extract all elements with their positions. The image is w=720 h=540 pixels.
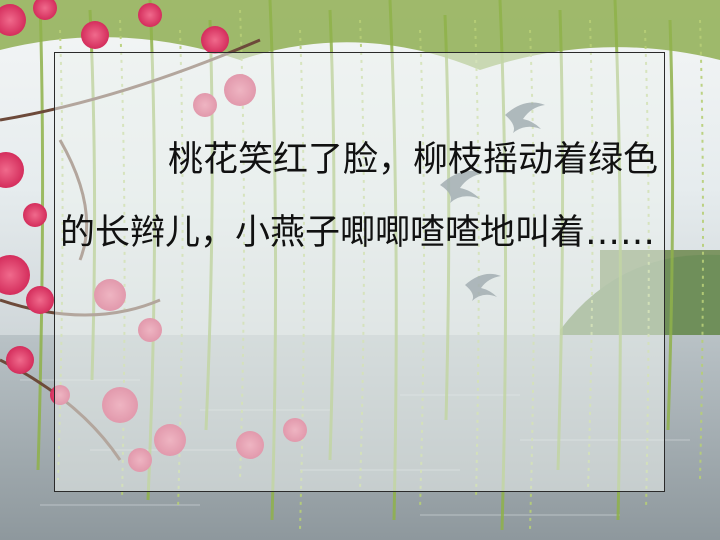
poem-text: 桃花笑红了脸，柳枝摇动着绿色的长辫儿，小燕子唧唧喳喳地叫着…… — [60, 140, 659, 253]
text-panel — [54, 52, 665, 492]
